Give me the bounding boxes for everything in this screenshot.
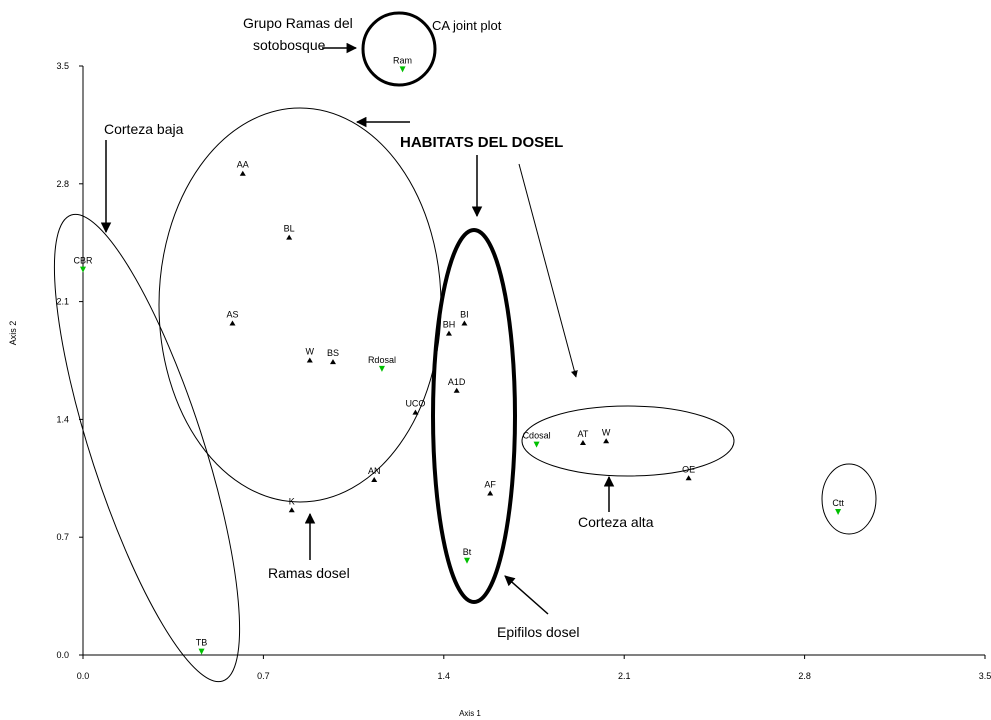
y-tick-label: 2.8 bbox=[56, 179, 69, 189]
species-point-label: W bbox=[306, 347, 315, 357]
species-point-label: BH bbox=[443, 320, 456, 330]
species-point bbox=[685, 475, 692, 481]
species-point bbox=[412, 409, 419, 415]
habitat-ellipses bbox=[53, 11, 877, 683]
group-point bbox=[835, 508, 842, 515]
group-point-label: Ram bbox=[393, 55, 412, 65]
group-point-label: Rdosal bbox=[368, 355, 396, 365]
ramas-dosel-ellipse bbox=[158, 107, 442, 503]
group-point bbox=[463, 557, 470, 564]
species-point-label: UCO bbox=[405, 399, 425, 409]
species-point bbox=[288, 507, 295, 513]
y-tick-label: 3.5 bbox=[56, 61, 69, 71]
species-point bbox=[445, 330, 452, 336]
species-point-label: AA bbox=[237, 160, 249, 170]
species-point-label: AN bbox=[368, 466, 381, 476]
group-point bbox=[399, 66, 406, 73]
y-tick-label: 0.0 bbox=[56, 650, 69, 660]
group-point bbox=[533, 441, 540, 448]
species-points: AA BL AS W BS UCO AN K BH BI A1D AF AT W OE bbox=[226, 160, 695, 513]
species-point bbox=[371, 476, 378, 482]
species-point bbox=[453, 387, 460, 393]
y-tick-label: 0.7 bbox=[56, 532, 69, 542]
x-tick-label: 2.8 bbox=[798, 671, 811, 681]
annotation-epifilos-dosel: Epifilos dosel bbox=[497, 624, 580, 640]
x-tick-label: 2.1 bbox=[618, 671, 631, 681]
species-point-label: BL bbox=[284, 224, 295, 234]
species-point-label: K bbox=[289, 496, 295, 506]
group-point-label: Cdosal bbox=[523, 431, 551, 441]
species-point bbox=[579, 439, 586, 445]
species-point-label: OE bbox=[682, 464, 695, 474]
epifilos-dosel-ellipse bbox=[431, 228, 517, 604]
y-tick-label: 1.4 bbox=[56, 414, 69, 424]
x-tick-label: 1.4 bbox=[438, 671, 451, 681]
group-points: Ram CBR Rdosal Cdosal Bt TB Ctt bbox=[73, 55, 844, 655]
annotation-grupo-ramas-line2: sotobosque bbox=[253, 37, 326, 53]
species-point bbox=[239, 170, 246, 176]
group-point bbox=[198, 648, 205, 655]
species-point-label: A1D bbox=[448, 377, 466, 387]
species-point-label: BS bbox=[327, 348, 339, 358]
y-axis-label: Axis 2 bbox=[8, 321, 18, 346]
group-point-label: Bt bbox=[463, 547, 472, 557]
species-point bbox=[461, 320, 468, 326]
group-point bbox=[378, 365, 385, 372]
corteza-baja-ellipse bbox=[53, 213, 241, 683]
species-point-label: AT bbox=[578, 429, 589, 439]
group-point-label: CBR bbox=[73, 256, 93, 266]
species-point bbox=[487, 490, 494, 496]
group-point-label: TB bbox=[196, 638, 208, 648]
annotation-corteza-alta: Corteza alta bbox=[578, 514, 654, 530]
corteza-alta-ellipse bbox=[521, 405, 735, 477]
annotation-arrows bbox=[100, 42, 615, 615]
annotation-ramas-dosel: Ramas dosel bbox=[268, 565, 350, 581]
axes bbox=[82, 66, 985, 656]
x-tick-label: 0.7 bbox=[257, 671, 270, 681]
annotation-corteza-baja: Corteza baja bbox=[104, 121, 184, 137]
ticks: 0.0 0.7 1.4 2.1 2.8 3.5 0.0 0.7 1.4 2.1 2.8 3.5 bbox=[56, 61, 991, 681]
species-point-label: AS bbox=[226, 309, 238, 319]
species-point bbox=[603, 438, 610, 444]
species-point-label: AF bbox=[484, 479, 496, 489]
x-tick-label: 3.5 bbox=[979, 671, 991, 681]
species-point bbox=[229, 320, 236, 326]
chart-title: CA joint plot bbox=[432, 18, 502, 33]
x-axis-label: Axis 1 bbox=[459, 709, 481, 718]
species-point bbox=[306, 357, 313, 363]
group-point-label: Ctt bbox=[832, 498, 844, 508]
annotation-grupo-ramas-line1: Grupo Ramas del bbox=[243, 15, 353, 31]
species-point-label: BI bbox=[460, 309, 469, 319]
ramas-sotobosque-ellipse bbox=[361, 11, 437, 87]
species-point bbox=[286, 234, 293, 240]
annotation-habitats-del-dosel: HABITATS DEL DOSEL bbox=[400, 134, 563, 151]
species-point bbox=[329, 359, 336, 365]
arrow-habitats-diagonal bbox=[518, 163, 578, 378]
species-point-label: W bbox=[602, 427, 611, 437]
arrow-epifilos bbox=[504, 575, 549, 615]
annotations: Grupo Ramas del sotobosque Corteza baja … bbox=[104, 15, 654, 640]
group-point bbox=[80, 266, 86, 273]
y-tick-label: 2.1 bbox=[56, 297, 69, 307]
x-tick-label: 0.0 bbox=[77, 671, 90, 681]
ctt-ellipse bbox=[821, 463, 877, 535]
